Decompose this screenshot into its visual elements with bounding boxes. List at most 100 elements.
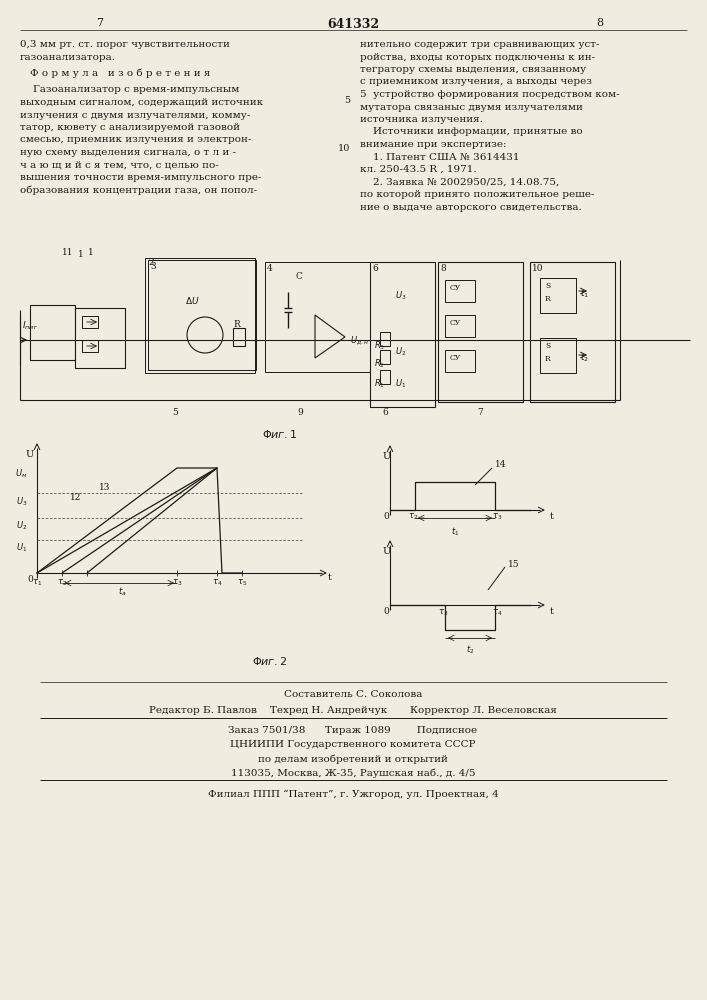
Text: 1. Патент США № 3614431: 1. Патент США № 3614431 [360, 152, 520, 161]
Bar [233, 328, 245, 346]
Text: кл. 250-43.5 R , 1971.: кл. 250-43.5 R , 1971. [360, 165, 477, 174]
Text: 0: 0 [383, 607, 389, 616]
Text: R: R [545, 355, 551, 363]
Text: 7: 7 [477, 408, 483, 417]
Text: татор, кювету с анализируемой газовой: татор, кювету с анализируемой газовой [20, 123, 240, 132]
Text: по делам изобретений и открытий: по делам изобретений и открытий [258, 754, 448, 764]
Text: $U_2$: $U_2$ [16, 520, 27, 532]
Text: 12: 12 [70, 493, 81, 502]
Text: $U_{д.н}$: $U_{д.н}$ [350, 334, 369, 347]
Text: Составитель С. Соколова: Составитель С. Соколова [284, 690, 422, 699]
Text: источника излучения.: источника излучения. [360, 115, 483, 124]
Text: СУ: СУ [450, 319, 461, 327]
Text: $\Phi и г. 1$: $\Phi и г. 1$ [262, 428, 298, 440]
Bar [265, 262, 373, 372]
Text: СУ: СУ [450, 354, 461, 362]
Text: 6: 6 [382, 408, 388, 417]
Text: 13: 13 [99, 483, 110, 492]
Text: U: U [26, 450, 34, 459]
Text: t: t [550, 607, 554, 616]
Bar [370, 262, 435, 407]
Text: $U_1$: $U_1$ [16, 542, 27, 554]
Text: $R_2$: $R_2$ [374, 358, 385, 370]
Text: 1: 1 [88, 248, 94, 257]
Bar [380, 370, 390, 384]
Text: $\Phi и г. 2$: $\Phi и г. 2$ [252, 655, 288, 667]
Text: СУ: СУ [450, 284, 461, 292]
Text: $\tau_3$: $\tau_3$ [492, 512, 502, 522]
Bar [445, 350, 475, 372]
Bar [380, 350, 390, 364]
Text: 113035, Москва, Ж-35, Раушская наб., д. 4/5: 113035, Москва, Ж-35, Раушская наб., д. … [230, 768, 475, 778]
Text: $U_{м}$: $U_{м}$ [15, 468, 27, 481]
Text: $\Delta U$: $\Delta U$ [185, 295, 199, 306]
Text: $t_1$: $t_1$ [451, 525, 460, 538]
Text: Источники информации, принятые во: Источники информации, принятые во [360, 127, 583, 136]
Bar [30, 305, 75, 360]
Text: 10: 10 [338, 144, 350, 153]
Text: вышения точности время-импульсного пре-: вышения точности время-импульсного пре- [20, 173, 262, 182]
Text: нительно содержит три сравнивающих уст-: нительно содержит три сравнивающих уст- [360, 40, 600, 49]
Text: ную схему выделения сигнала, о т л и -: ную схему выделения сигнала, о т л и - [20, 148, 236, 157]
Bar [438, 262, 523, 402]
Text: газоанализатора.: газоанализатора. [20, 52, 116, 62]
Text: $R_1$: $R_1$ [374, 378, 385, 390]
Text: $\tau_2$: $\tau_2$ [57, 578, 67, 588]
Text: $t_2$: $t_2$ [466, 644, 474, 656]
Bar [530, 262, 615, 402]
Text: $t_a$: $t_a$ [118, 586, 127, 598]
Text: S: S [545, 282, 550, 290]
Bar [445, 280, 475, 302]
Text: по которой принято положительное реше-: по которой принято положительное реше- [360, 190, 595, 199]
Circle shape [187, 317, 223, 353]
Text: мутатора связаныс двумя излучателями: мутатора связаныс двумя излучателями [360, 103, 583, 111]
Text: $U_3$: $U_3$ [395, 290, 407, 302]
Text: Газоанализатор с время-импульсным: Газоанализатор с время-импульсным [20, 86, 240, 95]
Text: R: R [233, 320, 240, 329]
Text: Филиал ППП “Патент”, г. Ужгород, ул. Проектная, 4: Филиал ППП “Патент”, г. Ужгород, ул. Про… [208, 790, 498, 799]
Text: $U_1$: $U_1$ [395, 378, 407, 390]
Text: $\tau_4$: $\tau_4$ [212, 578, 222, 588]
Text: $U_3$: $U_3$ [16, 495, 27, 508]
Text: 3: 3 [150, 262, 156, 271]
Text: 0: 0 [27, 575, 33, 584]
Text: 14: 14 [495, 460, 506, 469]
Bar [445, 315, 475, 337]
Text: $U_2$: $U_2$ [395, 345, 407, 358]
Text: $R_3$: $R_3$ [374, 340, 385, 353]
Text: $t_2$: $t_2$ [580, 352, 589, 364]
Text: образования концентрации газа, он попол-: образования концентрации газа, он попол- [20, 186, 257, 195]
Text: 6: 6 [372, 264, 378, 273]
Text: C: C [295, 272, 302, 281]
Polygon shape [315, 315, 345, 358]
Text: $t_1$: $t_1$ [580, 288, 589, 300]
Text: 15: 15 [508, 560, 520, 569]
Text: 11: 11 [62, 248, 74, 257]
Text: ч а ю щ и й с я тем, что, с целью по-: ч а ю щ и й с я тем, что, с целью по- [20, 160, 218, 169]
Text: излучения с двумя излучателями, комму-: излучения с двумя излучателями, комму- [20, 110, 250, 119]
Bar [148, 260, 256, 370]
Text: $\tau_3$: $\tau_3$ [172, 578, 182, 588]
Text: 4: 4 [267, 264, 273, 273]
Text: 0,3 мм рт. ст. порог чувствительности: 0,3 мм рт. ст. порог чувствительности [20, 40, 230, 49]
Text: 1: 1 [78, 250, 83, 259]
Text: 641332: 641332 [327, 18, 379, 31]
Bar [540, 338, 576, 373]
Text: 0: 0 [383, 512, 389, 521]
Text: 5  устройство формирования посредством ком-: 5 устройство формирования посредством ко… [360, 90, 619, 99]
Text: ЦНИИПИ Государственного комитета СССР: ЦНИИПИ Государственного комитета СССР [230, 740, 476, 749]
Text: тегратору схемы выделения, связанному: тегратору схемы выделения, связанному [360, 65, 586, 74]
Text: 7: 7 [96, 18, 103, 28]
Text: U: U [383, 547, 391, 556]
Bar [380, 332, 390, 346]
Text: ние о выдаче авторского свидетельства.: ние о выдаче авторского свидетельства. [360, 202, 582, 212]
Text: 9: 9 [297, 408, 303, 417]
Text: внимание при экспертизе:: внимание при экспертизе: [360, 140, 506, 149]
Text: $\tau_5$: $\tau_5$ [237, 578, 247, 588]
Text: 10: 10 [532, 264, 544, 273]
Text: с приемником излучения, а выходы через: с приемником излучения, а выходы через [360, 78, 592, 87]
Text: ройства, входы которых подключены к ин-: ройства, входы которых подключены к ин- [360, 52, 595, 62]
Text: $I_{пит}$: $I_{пит}$ [22, 320, 39, 332]
Text: R: R [545, 295, 551, 303]
Text: выходным сигналом, содержащий источник: выходным сигналом, содержащий источник [20, 98, 263, 107]
